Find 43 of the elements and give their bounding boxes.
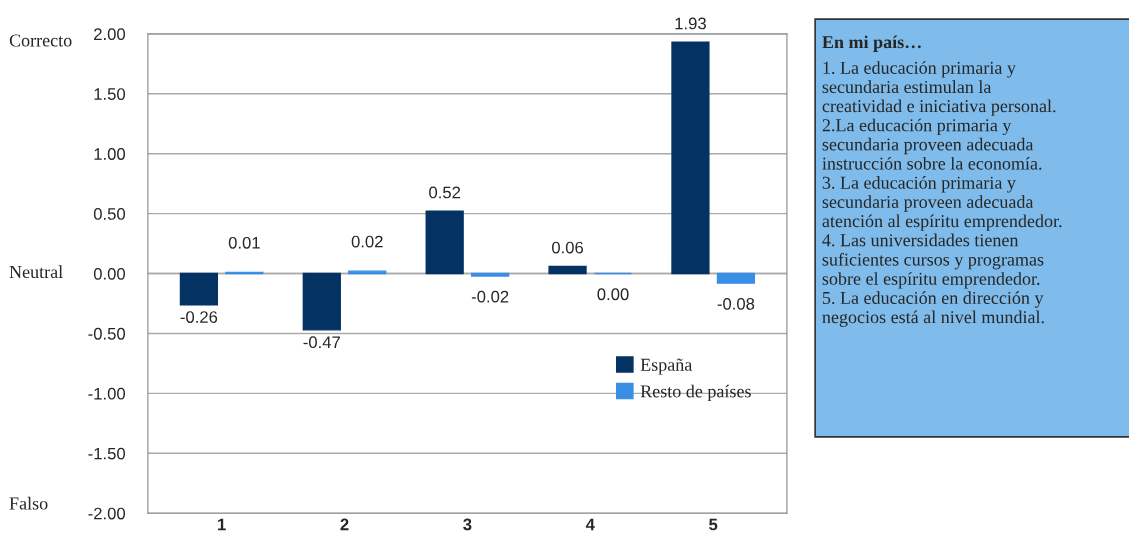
- data-label: 0.52: [429, 186, 461, 199]
- data-label: -0.26: [180, 311, 218, 323]
- text: 5. La educación en dirección y negocios está al nivel mundial.: [822, 291, 1044, 327]
- data-label: -0.47: [303, 336, 340, 349]
- bar: [548, 265, 587, 275]
- bar: [425, 210, 464, 275]
- bar: [348, 270, 387, 275]
- y-tick-label: 2.00: [94, 28, 126, 41]
- text: 3. La educación primaria y secundaria proveen adecuada atención al espíritu emprendedor.: [822, 176, 1062, 231]
- bar: [716, 272, 756, 284]
- text: Correcto: [9, 34, 72, 47]
- x-tick-label: 2: [340, 518, 349, 531]
- data-label: 0.00: [597, 288, 629, 301]
- data-label: 1.93: [675, 17, 706, 30]
- x-tick-label: 1: [218, 518, 226, 531]
- data-label: 0.06: [551, 241, 584, 254]
- y-tick-label: -1.50: [88, 447, 126, 460]
- text: Falso: [9, 496, 48, 510]
- data-label: -0.02: [471, 290, 509, 303]
- bar: [302, 272, 341, 331]
- text: 4. Las universidades tienen suficientes cursos y programas sobre el espíritu emprendedor.: [822, 233, 1044, 289]
- text: Neutral: [9, 265, 63, 279]
- x-tick-label: 3: [463, 518, 472, 531]
- y-tick-label: -1.00: [88, 387, 126, 400]
- y-tick-label: -0.50: [88, 327, 126, 340]
- legend-label: Resto de países: [640, 384, 751, 402]
- bar: [671, 41, 710, 275]
- y-tick-label: 1.00: [94, 148, 126, 160]
- bar: [179, 272, 219, 306]
- y-tick-label: 0.50: [93, 208, 126, 220]
- data-label: 0.01: [228, 236, 260, 249]
- x-tick-label: 4: [585, 518, 595, 531]
- text: 2.La educación primaria y secundaria proveen adecuada instrucción sobre la economía.: [822, 118, 1042, 170]
- legend-label: España: [640, 358, 693, 375]
- bar: [471, 272, 510, 277]
- x-tick-label: 5: [709, 518, 718, 531]
- y-tick-label: 1.50: [94, 88, 126, 100]
- data-label: 0.02: [351, 235, 383, 248]
- text: En mi país…: [822, 35, 921, 52]
- data-label: -0.08: [717, 297, 755, 310]
- y-tick-label: 0.00: [93, 267, 126, 280]
- text: 1. La educación primaria y secundaria estimulan la creatividad e iniciativa personal.: [822, 61, 1056, 116]
- y-tick-label: -2.00: [88, 507, 126, 520]
